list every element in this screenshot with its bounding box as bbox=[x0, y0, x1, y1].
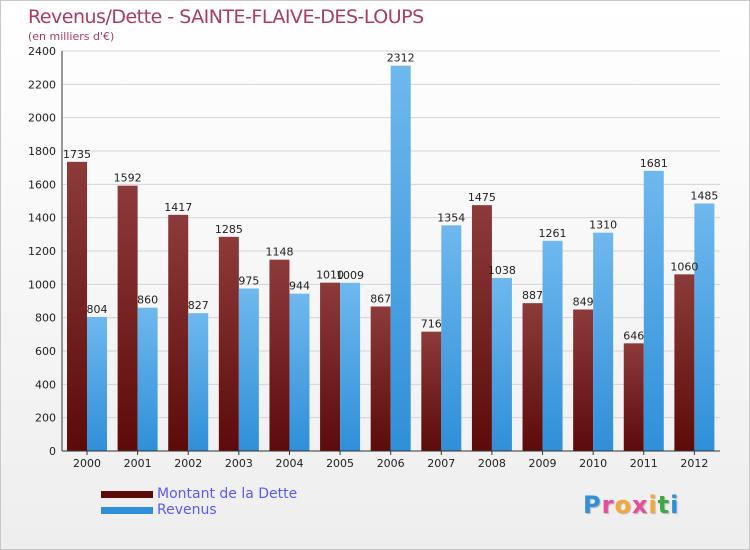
x-tick-label: 2012 bbox=[680, 457, 708, 470]
bar-revenus bbox=[491, 278, 512, 451]
bar-revenus bbox=[188, 313, 209, 451]
x-tick-label: 2002 bbox=[174, 457, 202, 470]
data-label-dette: 1417 bbox=[164, 201, 192, 214]
legend-swatch-revenus bbox=[101, 507, 153, 514]
data-label-revenus: 1354 bbox=[437, 211, 465, 224]
data-label-dette: 1148 bbox=[265, 246, 293, 259]
data-label-dette: 1735 bbox=[63, 148, 91, 161]
proxiti-logo: Proxiti bbox=[583, 491, 679, 519]
bar-dette bbox=[269, 259, 290, 451]
bar-dette bbox=[623, 343, 644, 451]
bar-dette bbox=[218, 236, 239, 451]
data-label-dette: 1010 bbox=[316, 269, 344, 282]
data-label-dette: 1060 bbox=[670, 260, 698, 273]
bar-revenus bbox=[87, 317, 107, 451]
bar-dette bbox=[522, 303, 543, 451]
bar-revenus bbox=[593, 232, 614, 451]
bar-revenus bbox=[694, 203, 715, 451]
bar-dette bbox=[674, 274, 695, 451]
bar-dette bbox=[67, 161, 87, 452]
y-tick-label: 1600 bbox=[28, 178, 56, 191]
y-tick-label: 1400 bbox=[28, 212, 56, 225]
logo-letter: t bbox=[657, 491, 671, 519]
y-tick-label: 2000 bbox=[28, 112, 56, 125]
y-tick-label: 1000 bbox=[28, 278, 56, 291]
data-label-dette: 1475 bbox=[468, 191, 496, 204]
bars bbox=[67, 65, 715, 452]
logo-letter: r bbox=[601, 491, 615, 519]
x-tick-label: 2010 bbox=[579, 457, 607, 470]
data-label-revenus: 1681 bbox=[640, 157, 668, 170]
bar-dette bbox=[117, 185, 138, 451]
labels: 1735804159286014178271285975114894410101… bbox=[63, 52, 718, 343]
x-tick-label: 2011 bbox=[630, 457, 658, 470]
legend-swatch-dette bbox=[101, 491, 153, 498]
data-label-revenus: 1485 bbox=[690, 190, 718, 203]
logo-letter: o bbox=[614, 491, 632, 519]
data-label-dette: 716 bbox=[421, 318, 442, 331]
y-tick-label: 800 bbox=[35, 312, 56, 325]
data-label-revenus: 860 bbox=[137, 294, 158, 307]
data-label-revenus: 1310 bbox=[589, 219, 617, 232]
data-label-dette: 1285 bbox=[215, 223, 243, 236]
bar-revenus bbox=[340, 282, 361, 451]
x-tick-label: 2004 bbox=[275, 457, 303, 470]
x-tick-label: 2000 bbox=[73, 457, 101, 470]
data-label-revenus: 1009 bbox=[336, 269, 364, 282]
x-tick-label: 2006 bbox=[377, 457, 405, 470]
data-label-dette: 887 bbox=[522, 289, 543, 302]
axes: 0 200 400 600 800 1000 1200 1400 1600 1800 2000 220… bbox=[28, 45, 720, 470]
logo-letter: x bbox=[631, 491, 649, 519]
x-tick-label: 2009 bbox=[529, 457, 557, 470]
x-tick-label: 2008 bbox=[478, 457, 506, 470]
bar-revenus bbox=[643, 170, 664, 452]
y-tick-label: 2200 bbox=[28, 78, 56, 91]
y-tick-label: 2400 bbox=[28, 45, 56, 58]
bar-revenus bbox=[137, 307, 158, 451]
bar-revenus bbox=[441, 225, 462, 451]
data-label-revenus: 827 bbox=[188, 299, 209, 312]
data-label-dette: 849 bbox=[573, 296, 594, 309]
bar-chart: 0 200 400 600 800 1000 1200 1400 1600 1800 2000 220… bbox=[28, 45, 720, 470]
data-label-dette: 867 bbox=[370, 293, 391, 306]
bar-dette bbox=[370, 306, 391, 451]
y-tick-label: 1200 bbox=[28, 245, 56, 258]
legend-label-revenus: Revenus bbox=[157, 502, 217, 518]
bar-revenus bbox=[542, 240, 563, 451]
data-label-revenus: 975 bbox=[238, 275, 259, 288]
x-tick-label: 2007 bbox=[427, 457, 455, 470]
x-tick-label: 2001 bbox=[124, 457, 152, 470]
data-label-dette: 1592 bbox=[114, 172, 142, 185]
y-tick-label: 400 bbox=[35, 378, 56, 391]
bar-revenus bbox=[238, 288, 259, 451]
bar-dette bbox=[320, 282, 341, 451]
bar-dette bbox=[168, 214, 189, 451]
data-label-revenus: 2312 bbox=[387, 52, 415, 65]
bar-revenus bbox=[289, 293, 310, 451]
data-label-revenus: 944 bbox=[289, 280, 310, 293]
bar-dette bbox=[573, 309, 594, 451]
chart-title: Revenus/Dette - SAINTE-FLAIVE-DES-LOUPS bbox=[28, 6, 424, 28]
legend-label-dette: Montant de la Dette bbox=[157, 486, 298, 502]
data-label-revenus: 804 bbox=[87, 303, 108, 316]
logo-letter: P bbox=[583, 491, 602, 519]
x-tick-label: 2003 bbox=[225, 457, 253, 470]
y-tick-label: 200 bbox=[35, 412, 56, 425]
bar-dette bbox=[421, 331, 442, 451]
chart-subtitle: (en milliers d'€) bbox=[28, 30, 115, 43]
bar-dette bbox=[471, 205, 492, 451]
y-tick-label: 0 bbox=[49, 445, 56, 458]
logo-letter: i bbox=[670, 491, 680, 519]
y-tick-label: 1800 bbox=[28, 145, 56, 158]
bar-revenus bbox=[390, 65, 411, 452]
data-label-revenus: 1261 bbox=[539, 227, 567, 240]
data-label-dette: 646 bbox=[623, 329, 644, 342]
data-label-revenus: 1038 bbox=[488, 264, 516, 277]
x-tick-label: 2005 bbox=[326, 457, 354, 470]
y-tick-label: 600 bbox=[35, 345, 56, 358]
logo-letter: i bbox=[648, 491, 658, 519]
